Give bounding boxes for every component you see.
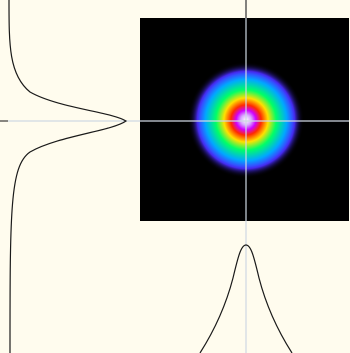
left-profile-curve bbox=[8, 0, 128, 353]
bottom-profile-curve bbox=[199, 244, 293, 353]
